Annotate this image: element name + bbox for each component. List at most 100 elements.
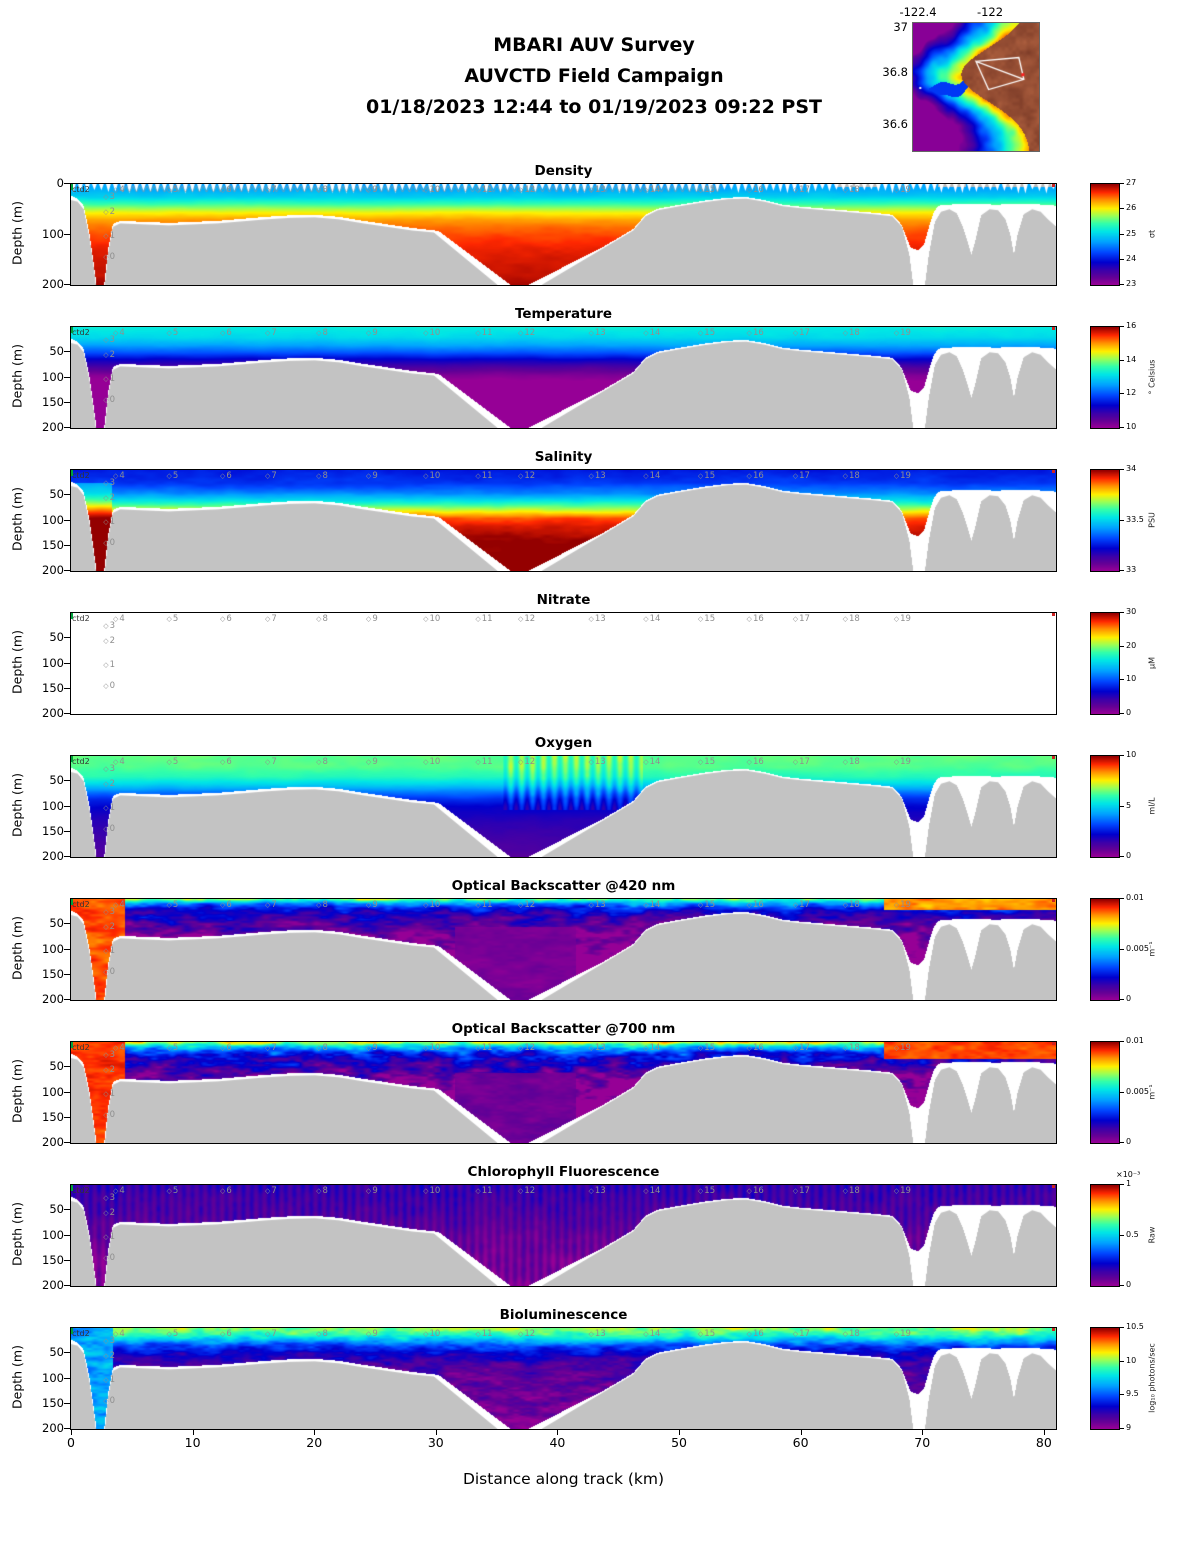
waypoint-label: 17 <box>799 614 810 624</box>
colorbar-tick-label: 9 <box>1126 1423 1132 1432</box>
ctd-cast-label: ctd2 <box>72 1186 90 1195</box>
waypoint-label: 9 <box>372 900 378 910</box>
panel-optical-backscatter-420-nm: Optical Backscatter @420 nm Depth (m) 50 10… <box>0 878 1188 1038</box>
colorbar-tick-label: 0 <box>1126 708 1132 717</box>
waypoint-marker: ◇12 <box>518 471 535 481</box>
waypoint-diamond-icon: ◇ <box>588 1187 594 1195</box>
waypoint-marker: ◇17 <box>793 471 810 481</box>
waypoint-marker: ◇11 <box>475 1329 492 1339</box>
panel-title-optical-backscatter-700-nm: Optical Backscatter @700 nm <box>451 1021 676 1037</box>
y-tick-label: 0 <box>56 176 64 190</box>
waypoint-marker: ◇8 <box>316 614 328 624</box>
waypoint-label: 19 <box>900 1186 911 1196</box>
y-tick-label: 50 <box>49 1345 64 1360</box>
waypoint-marker: ◇4 <box>113 1186 125 1196</box>
colorbar-tick-label: 10.5 <box>1126 1322 1144 1331</box>
ctd-marker-label: 1 <box>109 946 116 956</box>
waypoint-marker: ◇19 <box>894 328 911 338</box>
waypoint-marker: ◇18 <box>843 614 860 624</box>
x-tick-mark <box>314 1430 316 1435</box>
waypoint-marker: ◇14 <box>643 1043 660 1053</box>
optical-backscatter-420-nm-field-canvas <box>71 899 1056 1000</box>
plot-area-bioluminescence: ◇4 ◇5 ◇6 ◇7 ◇8 ◇9 ◇10 ◇11 ◇12 ◇13 ◇14 ◇15 ◇16 ◇17 ◇18 ◇… <box>70 1327 1057 1430</box>
waypoint-diamond-icon: ◇ <box>112 1044 119 1052</box>
colorbar-unit-label: ° Celsius <box>1147 359 1157 395</box>
colorbar-tick-mark <box>1120 284 1124 285</box>
waypoint-label: 13 <box>594 1329 606 1339</box>
waypoint-marker: ◇7 <box>265 185 277 195</box>
waypoint-label: 18 <box>849 757 860 767</box>
waypoint-label: 14 <box>649 757 661 767</box>
ctd-cast-marker: ◇2 <box>103 1065 115 1075</box>
waypoint-diamond-icon: ◇ <box>112 186 119 194</box>
optical-backscatter-700-nm-field-canvas <box>71 1042 1056 1143</box>
x-tick-mark <box>557 1430 559 1435</box>
y-tick-mark <box>64 1259 70 1261</box>
x-axis-label: Distance along track (km) <box>462 1470 665 1488</box>
track-start-marker <box>71 1185 73 1191</box>
y-tick-mark <box>64 637 70 639</box>
ctd-marker-diamond-icon: ◇ <box>103 682 109 691</box>
waypoint-marker: ◇6 <box>220 471 232 481</box>
waypoint-marker: ◇7 <box>265 1186 277 1196</box>
colorbar-tick-label: 20 <box>1126 640 1137 650</box>
waypoint-marker: ◇18 <box>843 900 860 910</box>
waypoint-marker: ◇12 <box>518 900 535 910</box>
x-tick-label: 20 <box>306 1435 323 1450</box>
waypoint-diamond-icon: ◇ <box>423 186 429 194</box>
waypoint-label: 12 <box>524 757 536 767</box>
waypoint-diamond-icon: ◇ <box>792 1330 799 1338</box>
waypoint-label: 9 <box>372 328 378 338</box>
ctd-cast-marker: ◇0 <box>103 1110 115 1120</box>
waypoint-marker: ◇9 <box>366 1329 378 1339</box>
y-tick-label: 100 <box>42 1227 64 1242</box>
y-tick-mark <box>64 233 70 235</box>
waypoint-diamond-icon: ◇ <box>475 329 481 337</box>
waypoint-diamond-icon: ◇ <box>423 615 429 623</box>
y-tick-label: 200 <box>42 849 64 863</box>
waypoint-marker: ◇15 <box>698 1329 715 1339</box>
ctd-marker-label: 3 <box>109 478 116 489</box>
waypoint-label: 17 <box>799 1329 810 1339</box>
ctd-marker-label: 0 <box>109 538 116 549</box>
waypoint-marker: ◇13 <box>588 614 605 624</box>
waypoint-diamond-icon: ◇ <box>588 615 594 623</box>
ctd-marker-label: 1 <box>109 803 116 813</box>
colorbar-tick-mark <box>1120 1394 1124 1396</box>
colorbar-oxygen <box>1090 755 1120 858</box>
waypoint-diamond-icon: ◇ <box>746 1044 752 1052</box>
waypoint-marker: ◇5 <box>167 1043 179 1053</box>
colorbar-tick-label: 33 <box>1126 565 1137 574</box>
waypoint-diamond-icon: ◇ <box>792 1044 799 1052</box>
colorbar-tick-mark <box>1120 519 1124 521</box>
waypoint-marker: ◇4 <box>113 471 125 481</box>
waypoint-label: 12 <box>524 1329 536 1339</box>
waypoint-marker: ◇8 <box>316 1329 328 1339</box>
waypoint-marker: ◇5 <box>167 1186 179 1196</box>
waypoint-diamond-icon: ◇ <box>220 758 226 766</box>
panel-title-optical-backscatter-420-nm: Optical Backscatter @420 nm <box>451 878 676 894</box>
waypoint-marker: ◇9 <box>366 1043 378 1053</box>
waypoint-diamond-icon: ◇ <box>365 186 372 194</box>
waypoint-label: 4 <box>119 614 125 624</box>
waypoint-label: 5 <box>172 757 179 767</box>
waypoint-label: 18 <box>849 1186 860 1196</box>
ctd-cast-label: ctd2 <box>72 900 90 909</box>
panel-title-temperature: Temperature <box>514 306 613 322</box>
colorbar-tick-label: 27 <box>1126 178 1137 187</box>
ctd-cast-marker: ◇0 <box>103 967 115 977</box>
y-tick-label: 200 <box>42 277 64 291</box>
waypoint-label: 8 <box>322 328 328 338</box>
waypoint-label: 4 <box>119 471 125 481</box>
waypoint-marker: ◇16 <box>747 1043 764 1053</box>
temperature-colorbar-canvas <box>1091 327 1119 428</box>
panel-title-density: Density <box>534 163 593 179</box>
waypoint-diamond-icon: ◇ <box>365 1044 372 1052</box>
waypoint-marker: ◇11 <box>475 185 492 195</box>
waypoint-diamond-icon: ◇ <box>842 615 848 623</box>
waypoint-marker: ◇7 <box>265 757 277 767</box>
ctd-cast-marker: ◇2 <box>103 493 115 503</box>
waypoint-label: 14 <box>649 1186 661 1196</box>
waypoint-diamond-icon: ◇ <box>316 901 322 909</box>
y-tick-mark <box>64 1377 70 1379</box>
